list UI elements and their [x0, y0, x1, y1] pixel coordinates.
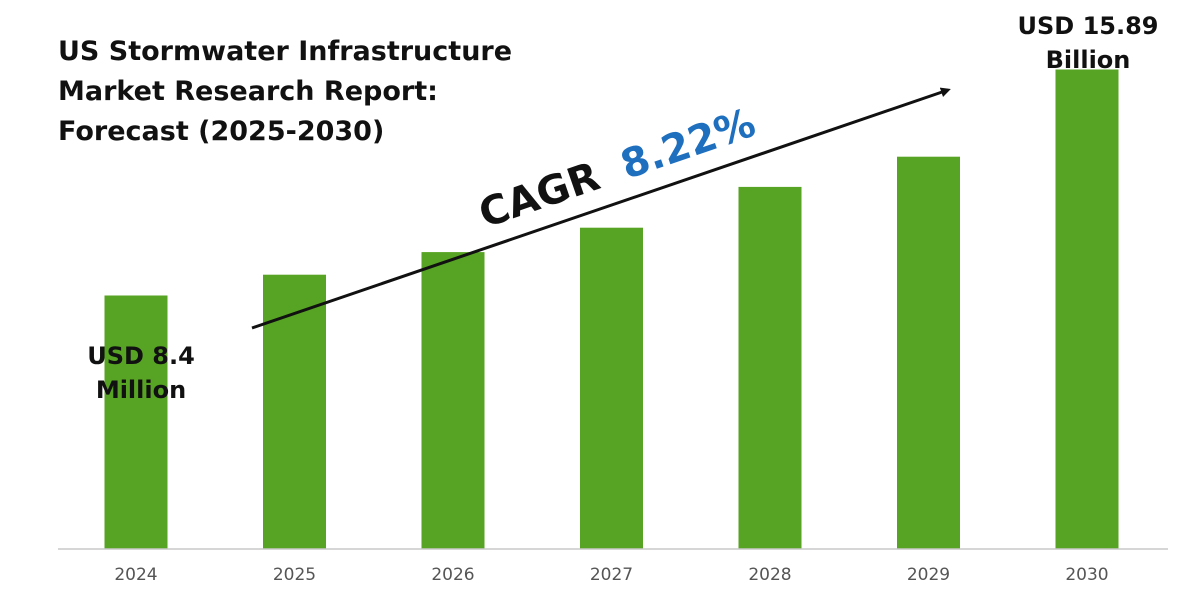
x-axis-tick-labels: 2024 2025 2026 2027 2028 2029 2030	[114, 565, 1108, 585]
x-tick-label-2026: 2026	[431, 565, 474, 585]
x-tick-label-2028: 2028	[748, 565, 791, 585]
bar-2026	[421, 252, 485, 549]
bars	[104, 69, 1119, 549]
bar-2024	[104, 295, 168, 549]
bar-2028	[738, 186, 802, 549]
end-callout-line-1: USD 15.89	[1018, 12, 1159, 40]
start-callout-line-2: Million	[96, 376, 186, 404]
chart-title-line-3: Forecast (2025-2030)	[58, 116, 384, 147]
bar-2030	[1055, 69, 1119, 549]
chart-title-line-1: US Stormwater Infrastructure	[58, 36, 512, 67]
cagr-value: 8.22%	[615, 100, 761, 189]
x-tick-label-2025: 2025	[273, 565, 316, 585]
cagr-trend-arrow	[251, 87, 951, 330]
chart-title-line-2: Market Research Report:	[58, 76, 438, 107]
end-callout-line-2: Billion	[1046, 46, 1131, 74]
bar-2029	[897, 156, 960, 549]
x-tick-label-2024: 2024	[114, 565, 157, 585]
start-value-callout: USD 8.4 Million	[87, 342, 195, 404]
end-value-callout: USD 15.89 Billion	[1018, 12, 1159, 74]
bar-2025	[263, 274, 326, 549]
chart-title: US Stormwater Infrastructure Market Rese…	[58, 36, 512, 147]
x-tick-label-2029: 2029	[907, 565, 950, 585]
start-callout-line-1: USD 8.4	[87, 342, 195, 370]
x-tick-label-2030: 2030	[1065, 565, 1108, 585]
bar-2027	[580, 227, 643, 549]
cagr-label: CAGR	[473, 154, 605, 238]
x-tick-label-2027: 2027	[590, 565, 633, 585]
